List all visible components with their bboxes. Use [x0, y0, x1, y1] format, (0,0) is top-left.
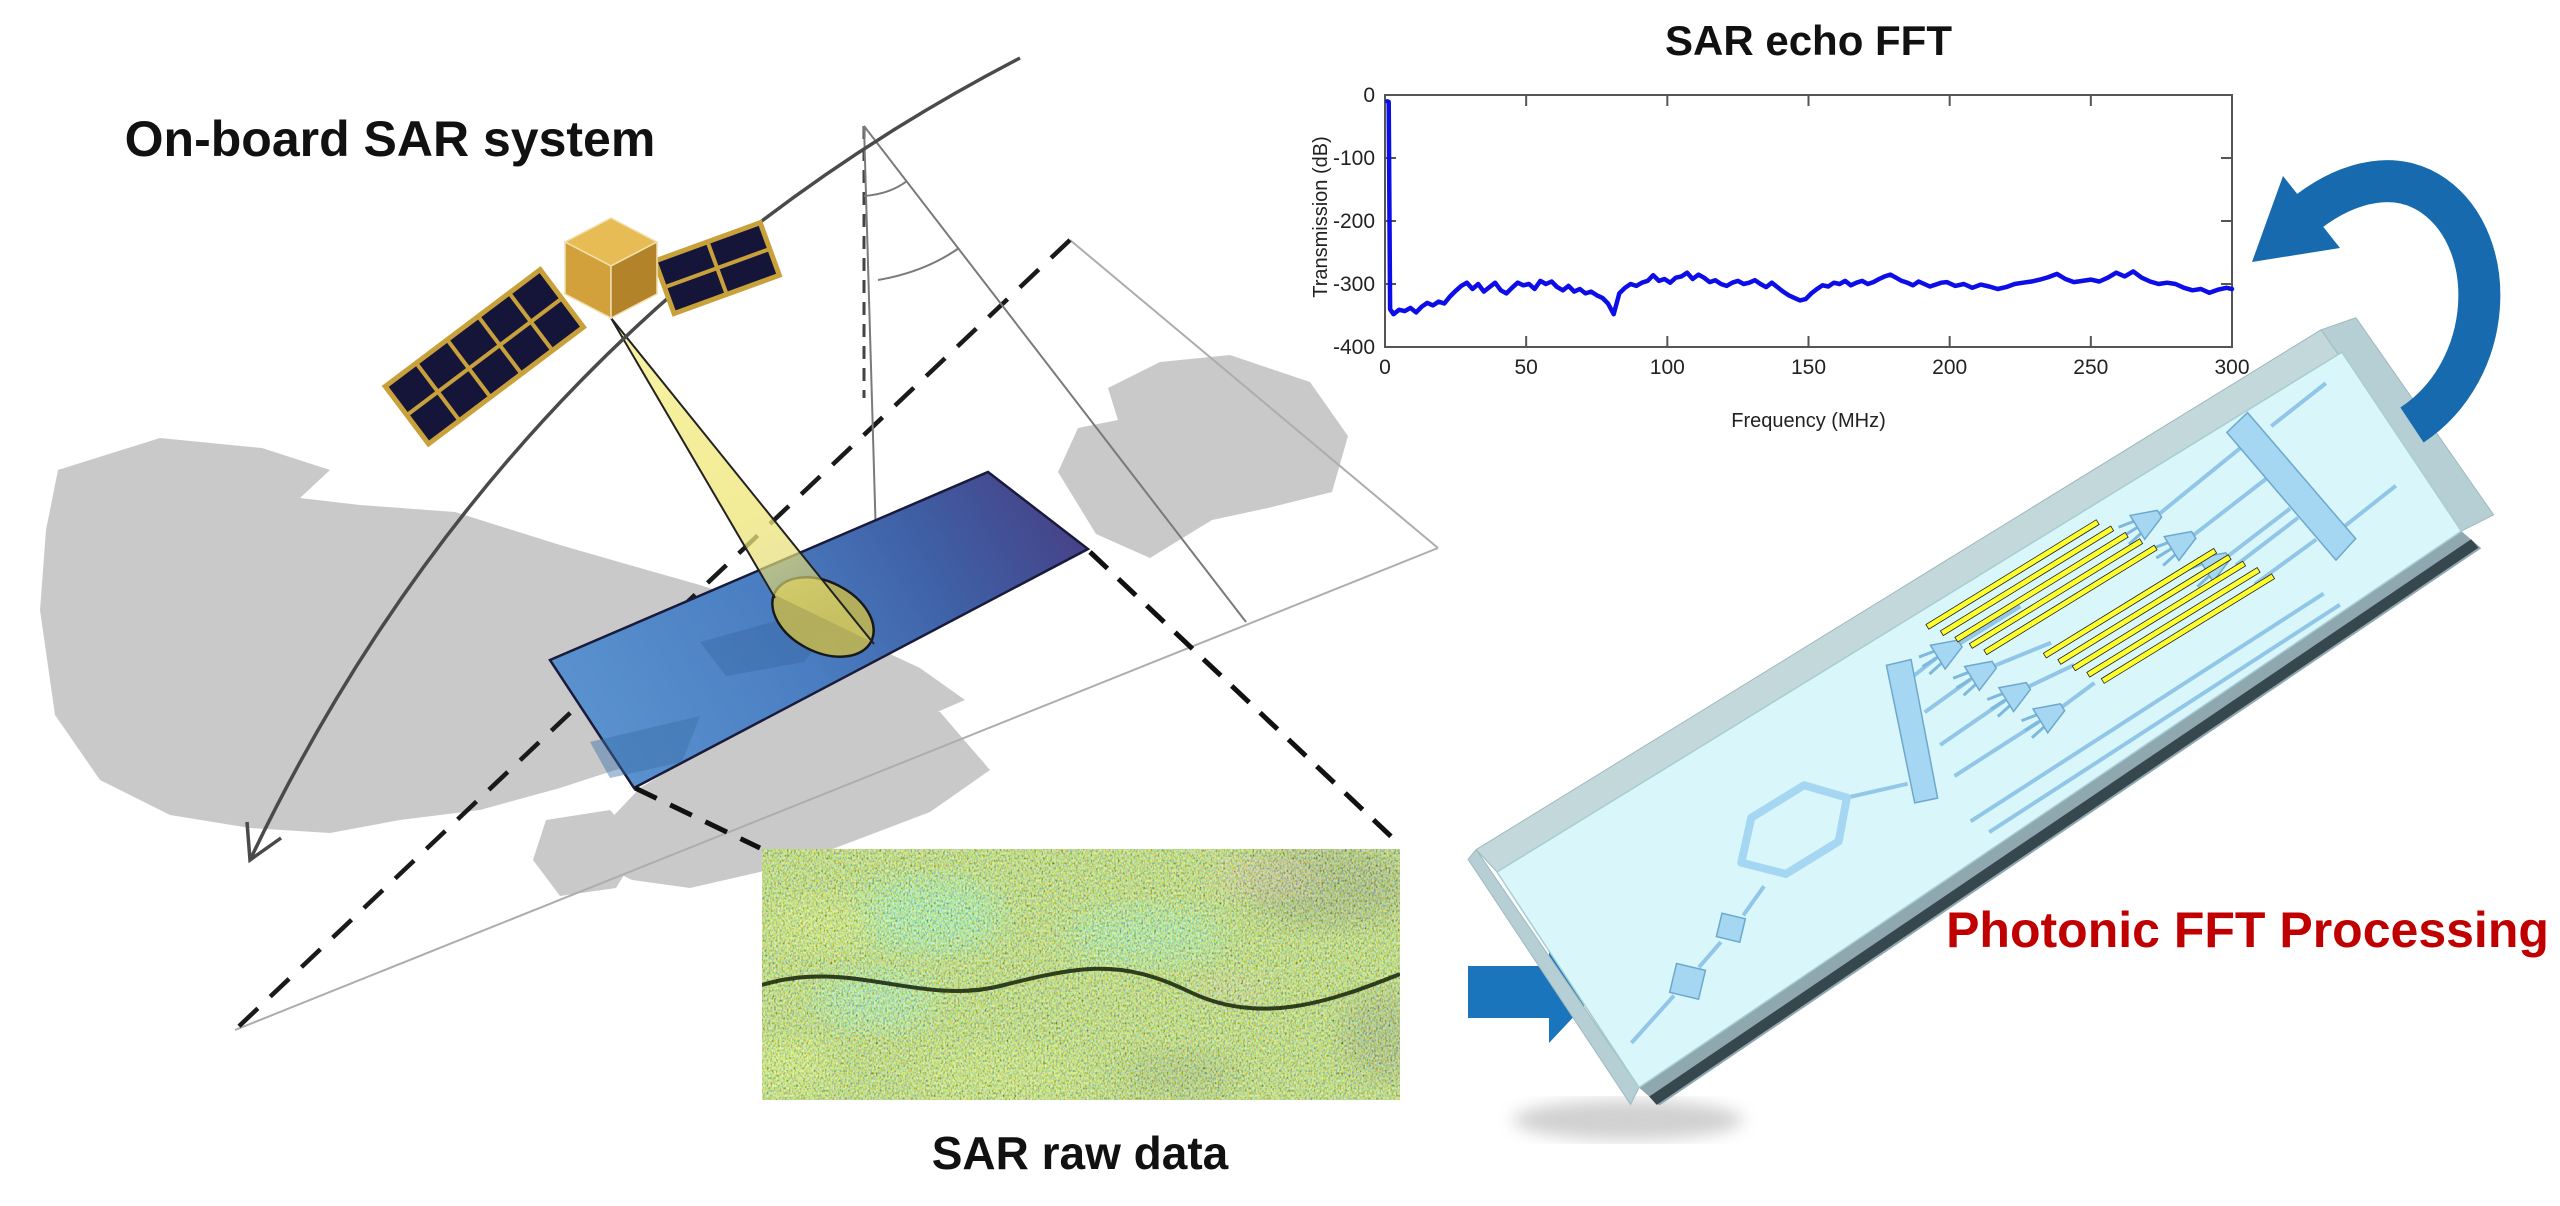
x-tick-label: 150: [1791, 356, 1826, 379]
beam-edge-right: [610, 317, 875, 645]
ground-plane-outline: [234, 239, 1439, 1031]
x-tick-label: 300: [2214, 356, 2249, 379]
y-tick-label: -100: [1333, 147, 1375, 170]
x-tick-label: 100: [1650, 356, 1685, 379]
chart-plot-box: [1384, 94, 2233, 348]
zoom-link-line-right: [1088, 550, 1400, 845]
landmass-lower: [588, 700, 990, 888]
ground-plane-diagram: [40, 56, 2501, 1140]
chart-y-axis-label: Transmission (dB): [1310, 136, 1332, 298]
look-angle-line-far: [863, 125, 1247, 623]
angle-arc-small: [863, 180, 908, 197]
grating-array-icon-lower: [2042, 547, 2276, 684]
x-tick-label: 50: [1514, 356, 1537, 379]
photonic-fft-label: Photonic FFT Processing: [1946, 902, 2549, 958]
sar-raw-data-label: SAR raw data: [931, 1127, 1229, 1179]
zoom-link-line-left: [633, 785, 762, 851]
satellite-body: [563, 217, 659, 320]
chart-x-axis-label: Frequency (MHz): [1731, 410, 1886, 432]
angle-arc-large: [877, 247, 960, 281]
y-tick-label: -300: [1333, 273, 1375, 296]
x-tick-label: 250: [2073, 356, 2108, 379]
mzi-ring-icon: [1737, 781, 1851, 878]
edge-coupler-icon: [1668, 962, 1707, 1001]
curved-arrow-icon: [2252, 160, 2501, 443]
x-tick-label: 200: [1932, 356, 1967, 379]
solar-panel-right-icon: [651, 219, 783, 317]
edge-coupler-icon: [1715, 912, 1747, 944]
y-tick-label: -200: [1333, 210, 1375, 233]
landmass-right: [1058, 355, 1348, 558]
chip-side-bottom-dark: [1649, 539, 2479, 1105]
sar-raw-image: [762, 849, 1400, 1100]
landmass-small: [533, 810, 642, 896]
fft-chart: 0 50 100 150 200 250 300 0 -100 -200 -300 -400: [1333, 84, 2250, 379]
chart-line-series: [1385, 99, 2235, 317]
swath-texture: [590, 716, 700, 778]
chart-title: SAR echo FFT: [1664, 17, 1952, 64]
grating-array-icon-upper: [1925, 519, 2158, 656]
sar-river-line: [762, 966, 1400, 1011]
combiner-wedge-icon: [2225, 411, 2357, 562]
orbit-arc-arrow-icon: [245, 56, 1021, 864]
chip-shadow: [1513, 1100, 1743, 1140]
satellite-icon: [381, 217, 783, 448]
beam-edge-left: [610, 317, 776, 599]
x-tick-label: 0: [1379, 356, 1391, 379]
y-tick-label: 0: [1363, 84, 1375, 107]
solar-panel-left-icon: [381, 266, 587, 448]
y-tick-label: -400: [1333, 336, 1375, 359]
photonic-chip-icon: [1467, 317, 2495, 1106]
onboard-system-label: On-board SAR system: [124, 111, 656, 167]
splitter-wedge-icon: [1885, 658, 1939, 804]
